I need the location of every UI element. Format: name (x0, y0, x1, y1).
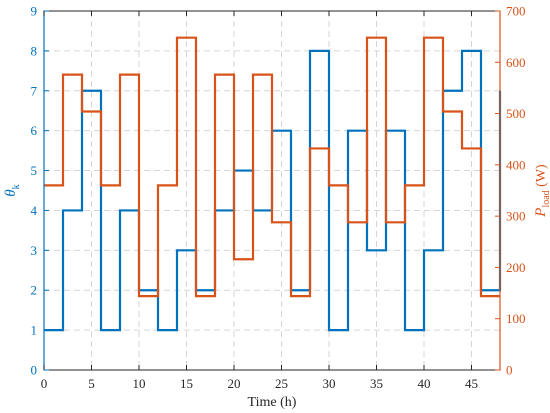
x-tick-label: 5 (88, 376, 95, 391)
left-y-axis-title: θk (3, 184, 22, 196)
left-y-tick-label: 4 (31, 203, 38, 218)
x-tick-label: 25 (275, 376, 288, 391)
series-line-right (44, 36, 500, 298)
x-tick-label: 30 (323, 376, 336, 391)
right-y-tick-label: 400 (506, 157, 526, 172)
right-y-tick-label: 600 (506, 55, 526, 70)
right-y-tick-label: 200 (506, 260, 526, 275)
left-y-tick-label: 2 (31, 283, 38, 298)
x-axis-title: Time (h) (248, 395, 297, 410)
right-y-tick-label: 100 (506, 311, 526, 326)
x-tick-label: 10 (133, 376, 146, 391)
x-tick-label: 0 (41, 376, 48, 391)
right-y-axis-title: Pload (W) (533, 164, 550, 218)
axes-layer: 0 5 10 15 20 25 30 35 40 450123456789010020030040… (31, 4, 526, 392)
left-y-axis-title-main: θ (3, 189, 19, 197)
x-tick-label: 40 (418, 376, 431, 391)
left-y-tick-label: 8 (31, 43, 38, 58)
x-tick-label: 20 (228, 376, 241, 391)
right-y-axis-title-subscript: load (541, 190, 550, 207)
right-y-axis-title-unit: (W) (534, 164, 549, 190)
left-y-tick-label: 3 (31, 243, 38, 258)
right-y-tick-label: 0 (506, 363, 513, 378)
left-y-tick-label: 1 (31, 323, 38, 338)
left-y-tick-label: 0 (31, 363, 38, 378)
right-y-tick-label: 500 (506, 106, 526, 121)
right-y-axis-title-main: P (533, 208, 549, 218)
x-tick-label: 35 (370, 376, 383, 391)
left-y-tick-label: 7 (31, 83, 38, 98)
x-tick-label: 15 (180, 376, 193, 391)
x-tick-label: 45 (465, 376, 478, 391)
right-y-tick-label: 700 (506, 4, 526, 19)
left-y-tick-label: 9 (31, 4, 38, 19)
right-y-tick-label: 300 (506, 209, 526, 224)
left-y-tick-label: 5 (31, 163, 38, 178)
left-y-tick-label: 6 (31, 123, 38, 138)
left-y-axis-title-subscript: k (11, 184, 22, 189)
series-layer (44, 36, 502, 332)
